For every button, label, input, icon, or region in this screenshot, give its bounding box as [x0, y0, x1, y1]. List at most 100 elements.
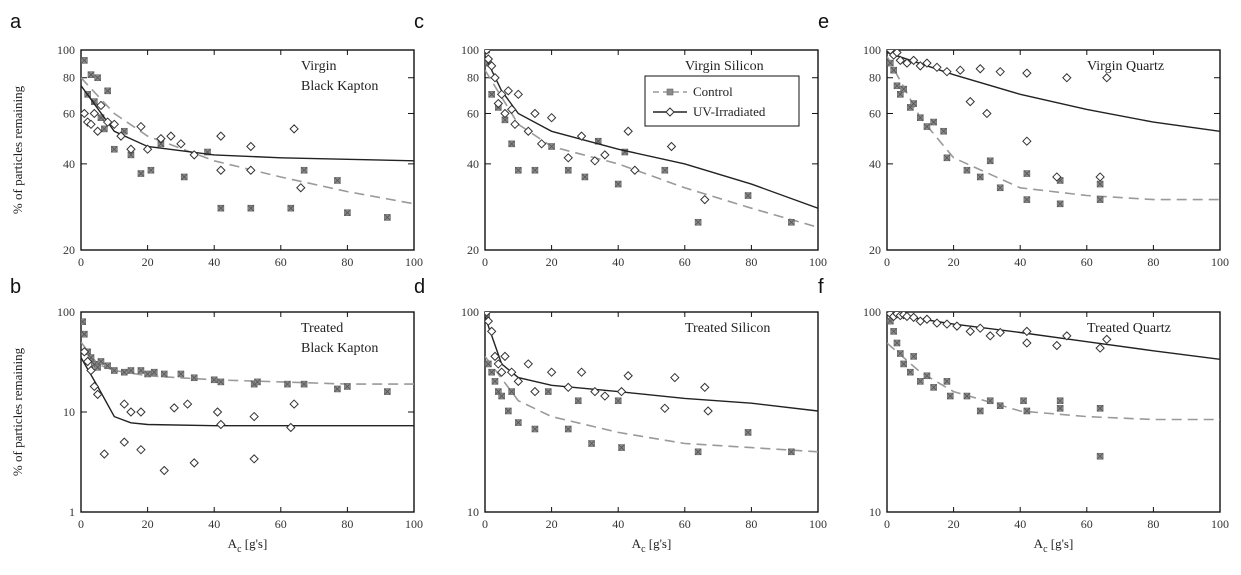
control-point [986, 397, 994, 405]
control-point [254, 378, 261, 386]
uv-point [89, 108, 100, 119]
uv-point [1022, 68, 1032, 78]
control-point [127, 367, 135, 374]
uv-point [126, 144, 136, 154]
uv-point [216, 419, 226, 430]
uv-point [523, 359, 533, 369]
y-tick-label: 20 [467, 243, 479, 257]
plot-frame [484, 311, 819, 513]
control-point [1056, 404, 1064, 412]
x-axis-label: Ac [g's] [228, 536, 268, 555]
series-uv-irradiated [485, 312, 818, 416]
uv-point [1022, 136, 1032, 146]
y-tick-label: 100 [863, 305, 881, 319]
plot-frame [80, 49, 415, 251]
x-tick-label: 60 [679, 517, 691, 531]
legend-control-label: Control [693, 84, 733, 99]
uv-point [1022, 326, 1032, 337]
uv-point [895, 55, 906, 66]
uv-point [600, 391, 610, 401]
uv-point [500, 108, 510, 119]
control-point [963, 166, 971, 174]
uv-point [590, 156, 600, 166]
uv-point [1102, 73, 1112, 83]
plot-frame [886, 311, 1221, 513]
uv-point [249, 454, 259, 464]
control-point [210, 376, 218, 384]
control-point [940, 127, 947, 135]
uv-point [176, 139, 186, 149]
control-point [514, 419, 522, 426]
control-point [111, 367, 118, 374]
control-point [1096, 452, 1104, 460]
y-tick-label: 100 [461, 305, 479, 319]
x-axis-label: Ac [g's] [1034, 536, 1074, 555]
uv-point [1062, 331, 1072, 341]
y-tick-label: 1 [69, 505, 75, 519]
panel-letter: c [414, 11, 424, 33]
series-control [81, 318, 414, 395]
y-tick-label: 20 [63, 243, 75, 257]
control-point [160, 370, 168, 378]
control-point [488, 368, 495, 376]
uv-point [908, 55, 919, 66]
legend: Control UV-Irradiated [644, 75, 800, 127]
control-point [485, 360, 492, 368]
control-point [930, 384, 937, 391]
x-tick-label: 60 [1081, 255, 1093, 269]
control-point [217, 204, 225, 212]
uv-point [700, 382, 710, 393]
uv-point [493, 98, 504, 109]
control-point [890, 328, 897, 335]
control-point [101, 125, 108, 133]
x-tick-label: 60 [275, 517, 287, 531]
control-point [505, 407, 512, 415]
uv-point [485, 312, 492, 317]
panel-letter: e [818, 11, 829, 33]
control-point [284, 380, 291, 388]
y-tick-label: 10 [869, 505, 881, 519]
x-tick-label: 40 [208, 517, 220, 531]
control-point [581, 173, 589, 181]
uv-point [126, 407, 136, 417]
uv-point [142, 144, 153, 154]
x-tick-label: 60 [275, 255, 287, 269]
uv-point [92, 389, 103, 400]
panel-title: Black Kapton [301, 79, 378, 94]
control-point [614, 180, 622, 188]
uv-point [136, 121, 146, 132]
x-tick-label: 60 [679, 255, 691, 269]
uv-point [1102, 334, 1112, 345]
y-tick-label: 100 [461, 43, 479, 57]
control-point [788, 218, 795, 226]
control-point [1096, 196, 1104, 203]
uv-point [506, 104, 517, 115]
control-point [498, 392, 505, 400]
control-point [661, 166, 669, 174]
control-point [996, 184, 1004, 192]
control-point [996, 402, 1004, 410]
uv-point [660, 403, 670, 414]
series-uv-irradiated [887, 312, 1220, 360]
uv-point [590, 386, 600, 397]
uv-fit-line [887, 313, 1220, 360]
uv-point [116, 131, 126, 141]
control-point [943, 378, 951, 385]
x-tick-label: 40 [612, 517, 624, 531]
control-point [976, 407, 984, 415]
x-tick-label: 100 [809, 517, 827, 531]
uv-point [1095, 343, 1105, 353]
uv-point [982, 108, 992, 119]
uv-point [212, 407, 223, 417]
uv-point [246, 141, 256, 152]
x-tick-label: 40 [208, 255, 220, 269]
control-point [943, 154, 951, 162]
control-point [384, 388, 391, 395]
x-tick-label: 40 [612, 255, 624, 269]
uv-point [216, 131, 226, 141]
series-uv-irradiated [81, 347, 414, 476]
control-point [614, 397, 622, 405]
x-tick-label: 20 [142, 255, 154, 269]
